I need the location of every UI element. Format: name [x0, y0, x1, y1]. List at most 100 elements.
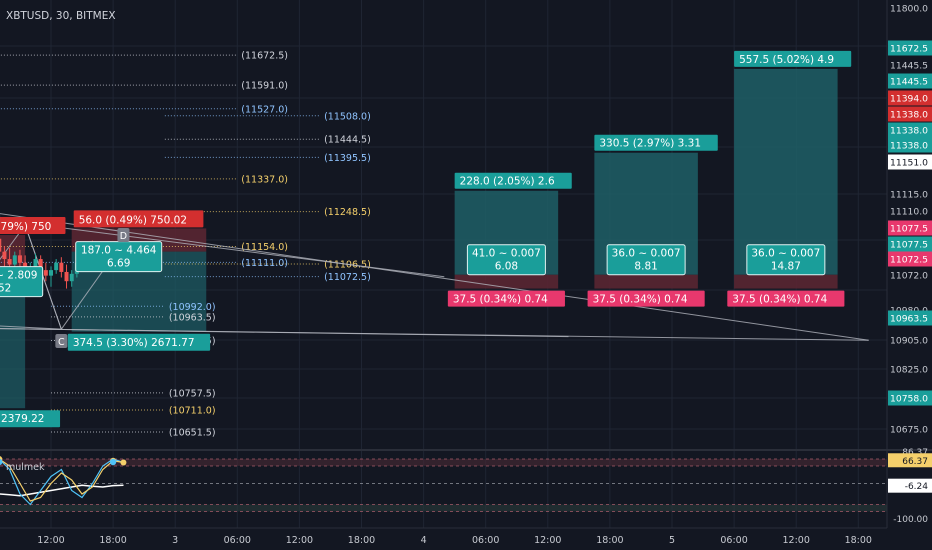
- trendline: [24, 224, 62, 330]
- ratio-label-2: 14.87: [771, 261, 801, 273]
- position-labels: 89.0 (0.79%) 750 491.0 (4.36%) 2379.22 165…: [0, 50, 852, 428]
- osc-tick-label: -100.00: [893, 515, 928, 525]
- ratio-label-bg: [746, 244, 826, 276]
- time-axis[interactable]: 12:00 18:00 3 06:00 12:00 18:00 4 06:00 12:00 18:…: [0, 527, 887, 546]
- ratio-label-2: 6.69: [107, 258, 130, 270]
- price-tick-label: 10905.0: [890, 336, 928, 347]
- price-axis[interactable]: 11800.011700.011445.511338.011249.011151…: [886, 0, 932, 528]
- price-badge-label: 11338.0: [890, 126, 928, 137]
- ratio-label-2: 8.81: [634, 261, 657, 273]
- price-badge: [888, 154, 932, 170]
- trendline: [0, 325, 62, 330]
- fib-label: (10992.0): [169, 302, 216, 313]
- stop-label-bg: [447, 290, 565, 307]
- ratio-label-bg: [0, 266, 44, 298]
- fib-label: (11395.5): [324, 153, 371, 164]
- candle-body: [64, 271, 69, 282]
- ratio-label: 41.0 ~ 0.007: [472, 248, 541, 260]
- price-tick-label: 10825.0: [890, 365, 928, 376]
- osc-tick-label: 66.37: [902, 457, 928, 467]
- target-label: 228.0 (2.05%) 2.6: [460, 176, 555, 188]
- price-tick-label: 11445.5: [890, 61, 928, 72]
- fib-label: (11248.5): [324, 207, 371, 218]
- trendline: [0, 219, 445, 278]
- ratio-label-bg: [606, 244, 686, 276]
- time-tick-label: 18:00: [845, 535, 872, 546]
- price-tick-label: 11800.0: [890, 4, 928, 15]
- fib-label: (11672.5): [241, 51, 288, 62]
- profit-zone: [734, 68, 838, 275]
- price-badge: [888, 220, 932, 236]
- time-tick-label: 18:00: [99, 535, 126, 546]
- trendline: [0, 224, 26, 261]
- price-badge: [888, 310, 932, 326]
- point-label: D: [120, 231, 127, 242]
- trendline: [0, 213, 869, 341]
- price-badge-label: 10963.5: [890, 314, 928, 325]
- point-marker: [117, 228, 130, 243]
- fib-label: (11111.0): [241, 258, 288, 269]
- point-label: C: [58, 337, 65, 348]
- time-tick-label: 06:00: [472, 535, 499, 546]
- target-label: 557.5 (5.02%) 4.9: [739, 54, 834, 66]
- price-tick-label: 10675.0: [890, 425, 928, 436]
- fibonacci-levels: (11672.5) (11591.0) (11527.0) (11508.0) (114…: [0, 51, 371, 439]
- osc-dot: [109, 458, 117, 466]
- time-tick-label: 12:00: [534, 535, 561, 546]
- stop-label: 56.0 (0.49%) 750.02: [79, 214, 187, 226]
- stop-label: 89.0 (0.79%) 750: [0, 221, 51, 233]
- price-badge-label: 11672.5: [890, 44, 928, 55]
- target-label-bg: [734, 50, 852, 67]
- candle-body: [7, 259, 12, 265]
- trendlines: [0, 213, 869, 341]
- candle-body: [17, 255, 22, 263]
- trendline: [0, 328, 869, 341]
- fib-label: (11444.5): [324, 135, 371, 146]
- price-badge: [888, 236, 932, 252]
- target-label: 374.5 (3.30%) 2671.77: [73, 337, 195, 349]
- ratio-label-2: 5.52: [0, 283, 11, 295]
- stop-label-bg: [73, 210, 204, 228]
- candle-body: [12, 255, 17, 265]
- target-label-bg: [67, 333, 211, 351]
- oversold-band: [0, 504, 887, 512]
- ratio-label: 36.0 ~ 0.007: [751, 248, 820, 260]
- price-badge-label: 11077.5: [890, 240, 928, 251]
- price-badge-label: 11151.0: [890, 158, 928, 169]
- fib-label: (10711.0): [169, 406, 216, 417]
- fib-label: (11337.0): [241, 174, 288, 185]
- candle-body: [69, 273, 74, 282]
- price-badge-label: 11077.5: [890, 224, 928, 235]
- ratio-label: 36.0 ~ 0.007: [612, 248, 681, 260]
- price-badge-label: 10758.0: [890, 394, 928, 405]
- fib-label: (11106.5): [324, 260, 371, 271]
- profit-zone: [0, 276, 26, 409]
- point-marker: [55, 333, 68, 348]
- ratio-label: 187.0 ~ 4.464: [81, 245, 157, 257]
- price-badge-label: 11338.0: [890, 110, 928, 121]
- candle-body: [33, 259, 38, 267]
- fib-label: (11527.0): [241, 104, 288, 115]
- candle-body: [2, 251, 7, 260]
- osc-dot: [0, 458, 3, 466]
- price-badge-label: 11338.0: [890, 141, 928, 152]
- loss-zone: [734, 274, 838, 289]
- time-tick-label: 4: [421, 535, 427, 546]
- ratio-label-bg: [466, 244, 546, 276]
- target-label-bg: [0, 410, 61, 428]
- stop-label: 37.5 (0.34%) 0.74: [732, 294, 827, 306]
- fib-label: (10963.5): [169, 312, 216, 323]
- time-tick-label: 5: [669, 535, 675, 546]
- candle-body: [59, 262, 64, 272]
- price-badge: [888, 106, 932, 122]
- osc-white-line: [0, 484, 124, 497]
- fib-label: (11591.0): [241, 81, 288, 92]
- oscillator-pane: [0, 449, 932, 512]
- fib-label: (11154.0): [241, 242, 288, 253]
- price-badge: [888, 122, 932, 138]
- position-zones: [0, 68, 838, 409]
- ratio-label-2: 6.08: [495, 261, 518, 273]
- price-badge: [888, 40, 932, 56]
- osc-tick-label: -6.24: [905, 482, 929, 492]
